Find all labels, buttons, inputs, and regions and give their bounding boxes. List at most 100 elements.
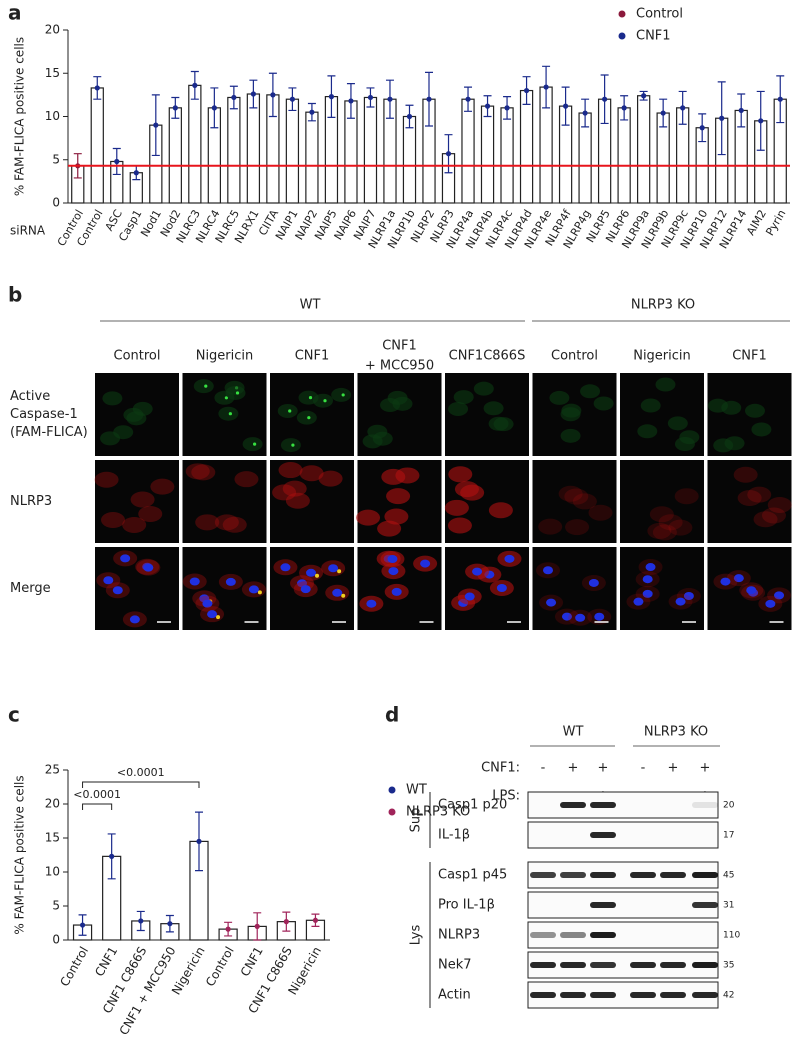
group-label: NLRP3 KO [631, 298, 695, 313]
cell [132, 401, 153, 416]
cell [318, 470, 343, 487]
y-axis-label: % FAM-FLICA positive cells [13, 775, 27, 934]
cell [122, 516, 147, 533]
p-value: <0.0001 [73, 788, 121, 801]
cell [377, 520, 402, 537]
cell [565, 519, 590, 536]
mean-dot [367, 94, 374, 101]
y-tick-label: 20 [45, 797, 60, 811]
band [692, 962, 718, 968]
nucleus [300, 585, 311, 594]
bar [402, 115, 417, 204]
cell [488, 416, 509, 431]
y-tick-label: 15 [45, 831, 60, 845]
cell [560, 428, 581, 443]
bar [461, 98, 475, 204]
x-tick-label: CNF1 [238, 944, 266, 979]
cell [454, 481, 479, 498]
mean-dot [196, 838, 202, 845]
bar [246, 93, 261, 204]
blot-strip [527, 891, 719, 919]
group-label: WT [300, 298, 321, 313]
mean-dot [758, 118, 764, 124]
legend-marker [388, 808, 396, 816]
mw-marker: 31 [723, 901, 734, 911]
cell [278, 462, 303, 479]
cell [649, 506, 674, 523]
nucleus [332, 588, 343, 597]
group-label: NLRP3 KO [644, 725, 708, 740]
nucleus [103, 576, 114, 585]
cell [744, 403, 765, 418]
cell [296, 410, 317, 425]
nucleus [129, 615, 140, 624]
mean-dot [504, 105, 510, 111]
cell [130, 491, 155, 508]
speck [307, 416, 311, 420]
bar [168, 107, 182, 204]
cell [282, 480, 307, 497]
band [530, 872, 556, 878]
micrograph [270, 547, 354, 630]
mean-dot [312, 917, 319, 923]
condition-sign: - [541, 761, 546, 776]
cell [218, 406, 239, 421]
x-tick-label: Control [203, 944, 237, 989]
nucleus [642, 589, 653, 598]
nucleus [387, 555, 398, 564]
bar [90, 87, 104, 204]
bar [636, 95, 651, 204]
cell [272, 484, 297, 501]
nucleus [207, 610, 218, 619]
cell [331, 387, 352, 402]
band [692, 992, 718, 998]
micrograph [270, 460, 354, 543]
cell [538, 518, 563, 535]
nucleus [546, 598, 557, 607]
column-label: Nigericin [633, 349, 691, 364]
column-label: + MCC950 [365, 359, 434, 374]
mean-dot [523, 87, 530, 94]
band [560, 802, 586, 808]
mean-dot [225, 926, 231, 932]
mean-dot [543, 84, 549, 90]
blot-strip [527, 951, 719, 979]
band [590, 802, 616, 808]
cell [549, 390, 570, 405]
nucleus [746, 586, 757, 595]
y-tick-label: 10 [45, 865, 60, 879]
band [692, 872, 718, 878]
column-label: CNF1 [732, 349, 767, 364]
band [560, 992, 586, 998]
cell [564, 488, 589, 505]
column-label: CNF1 [295, 349, 330, 364]
speck [228, 412, 232, 416]
condition-sign: + [598, 761, 609, 776]
blot-strip [527, 821, 719, 849]
nucleus [248, 585, 259, 594]
cell [191, 464, 216, 481]
nucleus [496, 584, 507, 593]
cell [658, 514, 683, 531]
speck [257, 590, 262, 595]
y-tick-label: 15 [45, 66, 60, 80]
mw-marker: 35 [723, 961, 734, 971]
mean-dot [680, 105, 686, 111]
legend-label: Control [636, 7, 683, 22]
blot-strip [527, 981, 719, 1009]
significance-bracket [82, 803, 113, 810]
mean-dot [289, 96, 296, 102]
band [630, 962, 656, 968]
nucleus [575, 613, 586, 622]
mean-dot [114, 158, 120, 165]
nucleus [504, 554, 515, 563]
cell [299, 465, 324, 482]
band [590, 872, 616, 878]
speck [323, 399, 327, 403]
cell [713, 438, 734, 453]
group-label: WT [563, 725, 584, 740]
speck [216, 615, 221, 620]
panel-label: d [385, 703, 399, 727]
nucleus [391, 587, 402, 596]
